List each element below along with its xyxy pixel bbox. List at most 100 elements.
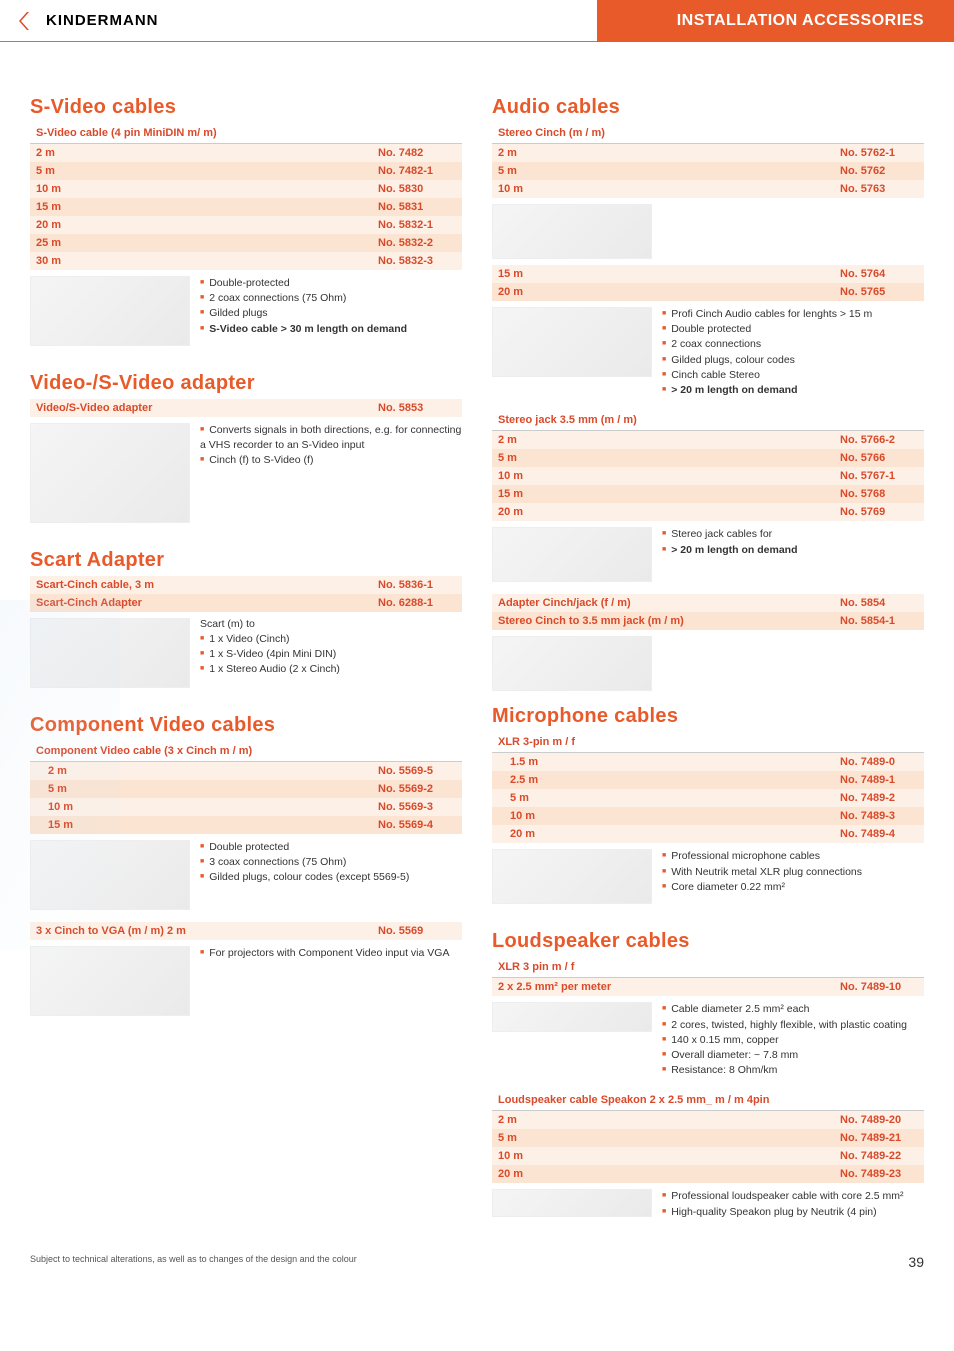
table-row: 10 mNo. 5830 bbox=[30, 180, 462, 198]
table-row: 10 mNo. 5767-1 bbox=[492, 467, 924, 485]
table-row: 20 mNo. 5765 bbox=[492, 283, 924, 301]
brand-name: KINDERMANN bbox=[46, 12, 159, 29]
table-row: 20 mNo. 7489-23 bbox=[492, 1165, 924, 1183]
right-column: Audio cables Stereo Cinch (m / m) 2 mNo.… bbox=[492, 82, 924, 1232]
jack-table: 2 mNo. 5766-2 5 mNo. 5766 10 mNo. 5767-1… bbox=[492, 431, 924, 521]
svideo-features: Double-protected 2 coax connections (75 … bbox=[200, 276, 407, 337]
audio-feature-row: Profi Cinch Audio cables for lenghts > 1… bbox=[492, 301, 924, 410]
table-row: Scart-Cinch cable, 3 mNo. 5836-1 bbox=[30, 576, 462, 594]
scart-image bbox=[30, 618, 190, 688]
component-sub: Component Video cable (3 x Cinch m / m) bbox=[30, 741, 462, 762]
table-row: 5 mNo. 5766 bbox=[492, 449, 924, 467]
scart-table: Scart-Cinch cable, 3 mNo. 5836-1 Scart-C… bbox=[30, 576, 462, 612]
svideo-title: S-Video cables bbox=[30, 96, 462, 119]
audio-title: Audio cables bbox=[492, 96, 924, 119]
audio-sub: Stereo Cinch (m / m) bbox=[492, 123, 924, 144]
speaker-meter-feature-row: Cable diameter 2.5 mm² each 2 cores, twi… bbox=[492, 996, 924, 1090]
footer-disclaimer: Subject to technical alterations, as wel… bbox=[30, 1254, 357, 1270]
table-row: 20 mNo. 5769 bbox=[492, 503, 924, 521]
mic-feature-row: Professional microphone cables With Neut… bbox=[492, 843, 924, 916]
table-row: 5 mNo. 7482-1 bbox=[30, 162, 462, 180]
speaker-meter-features: Cable diameter 2.5 mm² each 2 cores, twi… bbox=[662, 1002, 907, 1078]
page-number: 39 bbox=[908, 1254, 924, 1270]
mic-features: Professional microphone cables With Neut… bbox=[662, 849, 862, 895]
component-vga-feature-row: For projectors with Component Video inpu… bbox=[30, 940, 462, 1028]
audio-table-1: 2 mNo. 5762-1 5 mNo. 5762 10 mNo. 5763 bbox=[492, 144, 924, 198]
vsadapter-title: Video-/S-Video adapter bbox=[30, 372, 462, 395]
table-row: 10 mNo. 5569-3 bbox=[30, 798, 462, 816]
table-row: Stereo Cinch to 3.5 mm jack (m / m)No. 5… bbox=[492, 612, 924, 630]
page-footer: Subject to technical alterations, as wel… bbox=[0, 1242, 954, 1278]
svideo-table: 2 mNo. 7482 5 mNo. 7482-1 10 mNo. 5830 1… bbox=[30, 144, 462, 270]
table-row: 2 mNo. 5762-1 bbox=[492, 144, 924, 162]
speakon-sub: Loudspeaker cable Speakon 2 x 2.5 mm_ m … bbox=[492, 1090, 924, 1111]
speaker-meter-table: 2 x 2.5 mm² per meterNo. 7489-10 bbox=[492, 978, 924, 996]
audio-adapter-image bbox=[492, 636, 652, 691]
table-row: Adapter Cinch/jack (f / m)No. 5854 bbox=[492, 594, 924, 612]
table-row: 2 mNo. 5766-2 bbox=[492, 431, 924, 449]
vsadapter-features: Converts signals in both directions, e.g… bbox=[200, 423, 462, 469]
svideo-feature-row: Double-protected 2 coax connections (75 … bbox=[30, 270, 462, 358]
table-row: Video/S-Video adapterNo. 5853 bbox=[30, 399, 462, 417]
table-row: 15 mNo. 5569-4 bbox=[30, 816, 462, 834]
table-row: 3 x Cinch to VGA (m / m) 2 mNo. 5569 bbox=[30, 922, 462, 940]
table-row: 5 mNo. 5762 bbox=[492, 162, 924, 180]
left-column: S-Video cables S-Video cable (4 pin Mini… bbox=[30, 82, 462, 1232]
table-row: 2 x 2.5 mm² per meterNo. 7489-10 bbox=[492, 978, 924, 996]
table-row: 30 mNo. 5832-3 bbox=[30, 252, 462, 270]
mic-sub: XLR 3-pin m / f bbox=[492, 732, 924, 753]
jack-feature-row: Stereo jack cables for > 20 m length on … bbox=[492, 521, 924, 594]
component-title: Component Video cables bbox=[30, 714, 462, 737]
jack-image bbox=[492, 527, 652, 582]
table-row: 10 mNo. 5763 bbox=[492, 180, 924, 198]
table-row: 2.5 mNo. 7489-1 bbox=[492, 771, 924, 789]
table-row: Scart-Cinch AdapterNo. 6288-1 bbox=[30, 594, 462, 612]
audio-cable-image-1 bbox=[492, 204, 652, 259]
scart-features: 1 x Video (Cinch) 1 x S-Video (4pin Mini… bbox=[200, 632, 340, 678]
speaker-sub: XLR 3 pin m / f bbox=[492, 957, 924, 978]
jack-features: Stereo jack cables for > 20 m length on … bbox=[662, 527, 798, 557]
table-row: 5 mNo. 7489-2 bbox=[492, 789, 924, 807]
table-row: 5 mNo. 7489-21 bbox=[492, 1129, 924, 1147]
table-row: 2 mNo. 7482 bbox=[30, 144, 462, 162]
component-table: 2 mNo. 5569-5 5 mNo. 5569-2 10 mNo. 5569… bbox=[30, 762, 462, 834]
page-header: KINDERMANN INSTALLATION ACCESSORIES bbox=[0, 0, 954, 42]
scart-title: Scart Adapter bbox=[30, 549, 462, 572]
table-row: 10 mNo. 7489-22 bbox=[492, 1147, 924, 1165]
table-row: 5 mNo. 5569-2 bbox=[30, 780, 462, 798]
svideo-sub: S-Video cable (4 pin MiniDIN m/ m) bbox=[30, 123, 462, 144]
vsadapter-table: Video/S-Video adapterNo. 5853 bbox=[30, 399, 462, 417]
speakon-features: Professional loudspeaker cable with core… bbox=[662, 1189, 903, 1219]
table-row: 2 mNo. 5569-5 bbox=[30, 762, 462, 780]
table-row: 2 mNo. 7489-20 bbox=[492, 1111, 924, 1129]
speakon-feature-row: Professional loudspeaker cable with core… bbox=[492, 1183, 924, 1231]
vsadapter-feature-row: Converts signals in both directions, e.g… bbox=[30, 417, 462, 535]
table-row: 20 mNo. 5832-1 bbox=[30, 216, 462, 234]
speaker-meter-image bbox=[492, 1002, 652, 1032]
component-features: Double protected 3 coax connections (75 … bbox=[200, 840, 409, 886]
jack-sub: Stereo jack 3.5 mm (m / m) bbox=[492, 410, 924, 431]
svideo-cable-image bbox=[30, 276, 190, 346]
component-image bbox=[30, 840, 190, 910]
table-row: 20 mNo. 7489-4 bbox=[492, 825, 924, 843]
table-row: 1.5 mNo. 7489-0 bbox=[492, 753, 924, 771]
mic-title: Microphone cables bbox=[492, 705, 924, 728]
content: S-Video cables S-Video cable (4 pin Mini… bbox=[0, 42, 954, 1242]
table-row: 15 mNo. 5764 bbox=[492, 265, 924, 283]
component-vga-features: For projectors with Component Video inpu… bbox=[200, 946, 449, 961]
mic-table: 1.5 mNo. 7489-0 2.5 mNo. 7489-1 5 mNo. 7… bbox=[492, 753, 924, 843]
scart-feature-row: Scart (m) to 1 x Video (Cinch) 1 x S-Vid… bbox=[30, 612, 462, 700]
audio-adapter-table: Adapter Cinch/jack (f / m)No. 5854 Stere… bbox=[492, 594, 924, 630]
logo-icon bbox=[10, 7, 38, 35]
table-row: 15 mNo. 5768 bbox=[492, 485, 924, 503]
audio-table-2: 15 mNo. 5764 20 mNo. 5765 bbox=[492, 265, 924, 301]
audio-cable-image-2 bbox=[492, 307, 652, 377]
speakon-table: 2 mNo. 7489-20 5 mNo. 7489-21 10 mNo. 74… bbox=[492, 1111, 924, 1183]
scart-note: Scart (m) to bbox=[200, 618, 340, 630]
logo-wrap: KINDERMANN bbox=[10, 7, 159, 35]
mic-image bbox=[492, 849, 652, 904]
table-row: 10 mNo. 7489-3 bbox=[492, 807, 924, 825]
vsadapter-image bbox=[30, 423, 190, 523]
component-vga-table: 3 x Cinch to VGA (m / m) 2 mNo. 5569 bbox=[30, 922, 462, 940]
speakon-image bbox=[492, 1189, 652, 1217]
